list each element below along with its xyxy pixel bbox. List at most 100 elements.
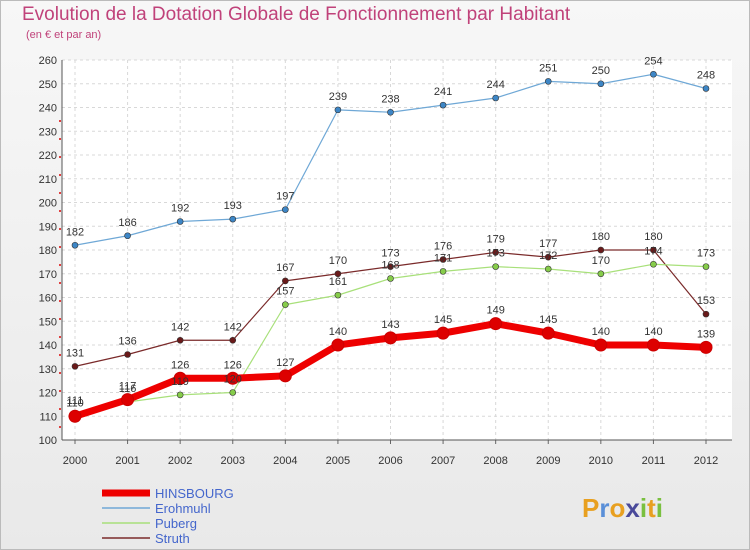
- legend-label-erohmuhl: Erohmuhl: [155, 501, 211, 516]
- data-label-puberg: 171: [434, 252, 452, 264]
- data-label-erohmuhl: 254: [644, 55, 662, 67]
- point-puberg: [334, 291, 342, 299]
- y-tick-label: 130: [39, 364, 57, 376]
- point-erohmuhl: [492, 94, 499, 102]
- x-tick-label: 2000: [63, 455, 87, 467]
- point-erohmuhl: [334, 106, 342, 114]
- x-tick-label: 2011: [642, 455, 666, 467]
- data-label-puberg: 157: [276, 286, 294, 298]
- data-label-hinsbourg: 110: [66, 397, 84, 409]
- point-erohmuhl: [597, 80, 605, 88]
- x-tick-label: 2001: [115, 455, 139, 467]
- y-tick-label: 180: [39, 245, 57, 257]
- x-tick-label: 2005: [326, 455, 350, 467]
- point-erohmuhl: [650, 70, 657, 78]
- point-puberg: [229, 389, 237, 396]
- data-label-hinsbourg: 149: [486, 305, 504, 317]
- data-label-struth: 136: [118, 336, 136, 348]
- point-hinsbourg: [331, 338, 345, 352]
- data-label-puberg: 170: [592, 255, 610, 267]
- data-label-puberg: 172: [539, 250, 557, 262]
- point-struth: [597, 246, 605, 254]
- series-layer: [68, 70, 713, 423]
- legend-label-struth: Struth: [155, 531, 190, 546]
- point-erohmuhl: [387, 108, 394, 116]
- point-struth: [334, 270, 342, 278]
- logo-letter: P: [582, 493, 599, 523]
- point-struth: [282, 277, 289, 285]
- data-label-hinsbourg: 140: [644, 326, 662, 338]
- data-label-erohmuhl: 197: [276, 191, 294, 203]
- data-label-hinsbourg: 126: [224, 359, 242, 371]
- data-label-hinsbourg: 140: [592, 326, 610, 338]
- x-tick-label: 2008: [483, 455, 507, 467]
- data-label-erohmuhl: 239: [329, 91, 347, 103]
- data-label-struth: 142: [224, 321, 242, 333]
- data-label-puberg: 111: [67, 395, 84, 407]
- data-label-erohmuhl: 192: [171, 203, 189, 215]
- data-label-struth: 180: [644, 231, 662, 243]
- y-tick-label: 120: [39, 388, 57, 400]
- point-hinsbourg: [226, 371, 240, 385]
- legend-label-puberg: Puberg: [155, 516, 197, 531]
- y-tick-label: 190: [39, 221, 57, 233]
- chart-subtitle: (en € et par an): [26, 29, 102, 41]
- point-hinsbourg: [68, 409, 82, 423]
- x-tick-label: 2003: [221, 455, 245, 467]
- point-erohmuhl: [124, 232, 131, 240]
- data-label-struth: 153: [697, 295, 715, 307]
- data-label-erohmuhl: 193: [224, 200, 242, 212]
- x-tick-label: 2010: [589, 455, 613, 467]
- point-puberg: [597, 270, 605, 278]
- data-label-struth: 170: [329, 255, 347, 267]
- point-hinsbourg: [173, 371, 187, 385]
- y-tick-label: 110: [39, 411, 57, 423]
- data-label-puberg: 120: [224, 374, 242, 386]
- point-struth: [702, 310, 710, 318]
- data-label-erohmuhl: 241: [434, 86, 452, 98]
- y-tick-label: 200: [39, 198, 57, 210]
- data-label-hinsbourg: 127: [276, 357, 294, 369]
- data-label-struth: 131: [66, 347, 84, 359]
- data-label-hinsbourg: 145: [539, 314, 557, 326]
- point-hinsbourg: [699, 340, 713, 354]
- x-tick-label: 2002: [168, 455, 192, 467]
- logo-letter: i: [656, 493, 663, 523]
- point-struth: [387, 263, 394, 270]
- y-tick-label: 210: [39, 174, 57, 186]
- y-tick-label: 260: [39, 55, 57, 67]
- data-label-hinsbourg: 140: [329, 326, 347, 338]
- y-tick-label: 230: [39, 126, 57, 138]
- y-tick-label: 250: [39, 79, 57, 91]
- data-label-struth: 167: [276, 262, 294, 274]
- x-tick-label: 2004: [273, 455, 297, 467]
- point-hinsbourg: [384, 331, 397, 345]
- logo-letter: x: [625, 493, 640, 523]
- logo-letter: r: [599, 493, 609, 523]
- data-label-struth: 173: [381, 248, 399, 260]
- data-label-erohmuhl: 182: [66, 226, 84, 238]
- y-tick-label: 140: [39, 340, 57, 352]
- data-label-puberg: 173: [697, 248, 715, 260]
- data-label-puberg: 174: [644, 245, 662, 257]
- data-label-hinsbourg: 145: [434, 314, 452, 326]
- point-hinsbourg: [278, 369, 292, 383]
- point-erohmuhl: [282, 206, 289, 213]
- x-tick-label: 2006: [378, 455, 402, 467]
- axes: 100 110 120 130 140 150 160 170 180 190 200 210 220 2…: [39, 55, 732, 467]
- data-label-hinsbourg: 117: [119, 381, 137, 393]
- logo-letter: o: [609, 493, 625, 523]
- y-tick-label: 100: [39, 435, 57, 447]
- y-tick-label: 150: [39, 316, 57, 328]
- x-tick-label: 2007: [431, 455, 455, 467]
- data-label-hinsbourg: 143: [381, 319, 399, 331]
- data-label-puberg: 173: [486, 248, 504, 260]
- legend-label-hinsbourg: HINSBOURG: [155, 486, 234, 501]
- data-label-struth: 176: [434, 241, 452, 253]
- data-label-puberg: 168: [381, 260, 399, 272]
- data-label-hinsbourg: 126: [171, 359, 189, 371]
- point-erohmuhl: [71, 241, 79, 249]
- point-struth: [492, 249, 499, 256]
